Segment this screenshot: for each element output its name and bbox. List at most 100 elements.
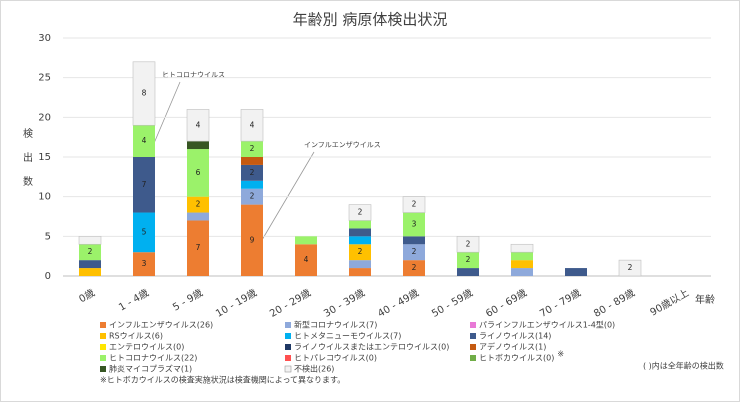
y-axis-label: 検出数 [23,127,33,188]
bar-segment [133,252,155,276]
legend-label: RSウイルス(6) [109,332,163,341]
legend-swatch [470,322,476,328]
annotation: インフルエンザウイルス [304,141,381,149]
data-label: 2 [250,192,255,201]
y-tick-label: 0 [45,271,51,282]
legend-swatch [100,333,106,339]
bar-segment [295,244,317,276]
bar-segment [241,141,263,157]
data-label: 2 [358,208,363,217]
bar-segment [348,204,372,221]
data-label: 8 [142,89,147,98]
legend-label: ライノウイルス(14) [479,332,551,341]
bar-segment [186,109,210,142]
legend-label: ヒトメタニューモウイルス(7) [294,332,401,341]
data-label: 2 [250,168,255,177]
footnote: ※ヒトボカウイルスの検査実施状況は検査機関によって異なります。 [100,375,345,385]
bar-segment [187,149,209,197]
legend-swatch [100,366,106,372]
data-label: 4 [196,120,201,129]
bar-segment [133,212,155,253]
chart-title: 年齢別 病原体検出状況 [293,11,448,29]
data-label: 3 [412,219,417,228]
data-label: 2 [358,247,363,256]
bar-segment [187,141,209,150]
bar-segment [349,268,371,276]
bar-segment [241,188,263,205]
legend-swatch [285,355,291,361]
bar-segment [349,260,371,269]
data-label: 6 [196,168,201,177]
data-label: 2 [196,200,201,209]
y-tick-label: 20 [38,112,51,123]
bar-segment [618,259,642,277]
bar-segment [403,212,425,237]
bar-segment [241,164,263,181]
bar-segment [79,260,101,269]
legend-mark: ※ [557,350,564,359]
data-label: 7 [196,243,201,252]
bar-segment [240,109,264,142]
legend-swatch [470,344,476,350]
y-tick-label: 15 [38,152,51,163]
data-label: 4 [304,255,309,264]
legend-swatch [470,333,476,339]
bar-segment [457,252,479,269]
bar-segment [241,157,263,165]
bar-segment [187,220,209,276]
legend-label: ヒトボカウイルス(0) [479,354,554,363]
legend-swatch [100,344,106,350]
legend-label: 不検出(26) [294,364,334,374]
legend-swatch [285,344,291,350]
bar-segment [403,236,425,245]
data-label: 2 [412,247,417,256]
y-tick-label: 30 [38,33,51,44]
bar-segment [349,236,371,245]
legend-label: 肺炎マイコプラズマ(1) [109,364,192,374]
annotation-line [261,151,315,241]
data-label: 9 [250,235,255,244]
legend-swatch [100,322,106,328]
bar-segment [349,244,371,261]
data-label: 3 [142,259,147,268]
bar-segment [457,268,479,276]
y-tick-label: 10 [38,192,51,203]
data-label: 2 [88,247,93,256]
bar-segment [187,196,209,213]
bar-segment [79,244,101,261]
bar-segment [565,268,587,276]
bar-segment [295,236,317,245]
bar-segment [79,268,101,276]
bar-segment [133,157,155,213]
legend-label: インフルエンザウイルス(26) [109,321,213,330]
bar-segment [403,244,425,261]
legend-swatch [284,365,292,373]
data-label: 2 [466,255,471,264]
legend-label: パラインフルエンザウイルス1-4型(0) [479,321,615,330]
bar-segment [349,220,371,229]
annotation-line [151,81,181,149]
bar-segment [133,125,155,157]
legend-swatch [470,355,476,361]
legend-swatch [100,355,106,361]
data-label: 2 [628,263,633,272]
bar-segment [187,212,209,221]
data-label: 5 [142,227,147,236]
y-tick-label: 5 [45,231,51,242]
legend-label: ヒトコロナウイルス(22) [109,354,197,363]
legend-label: アデノウイルス(1) [479,342,546,352]
bar-segment [403,260,425,276]
bar-segment [349,228,371,237]
bar-segment [456,236,480,253]
data-label: 4 [250,120,255,129]
bar-segment [132,61,156,126]
data-label: 7 [142,180,147,189]
data-label: 2 [466,239,471,248]
legend-label: ヒトパレコウイルス(0) [294,354,377,363]
note: ( )内は全年齢の検出数 [643,361,724,371]
bar-segment [511,252,533,261]
x-axis-label: 年齢 [695,293,715,306]
